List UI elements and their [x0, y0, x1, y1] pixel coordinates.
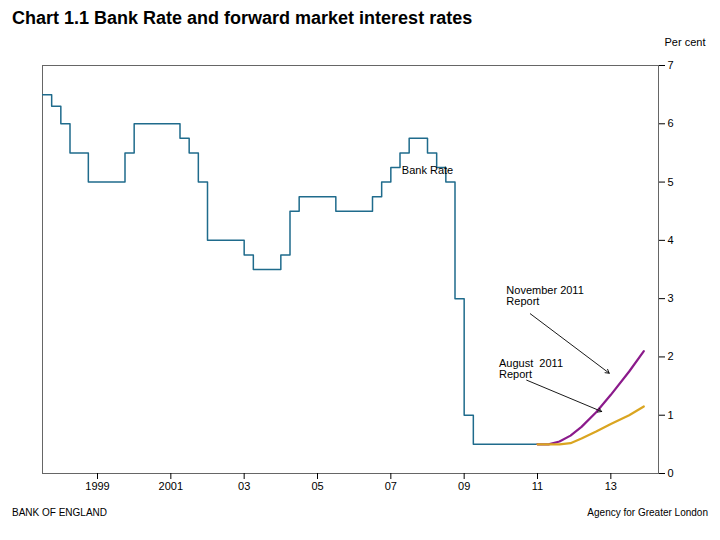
svg-text:11: 11 [532, 480, 543, 492]
svg-text:7: 7 [668, 59, 674, 71]
svg-text:4: 4 [668, 234, 674, 246]
svg-text:6: 6 [668, 117, 674, 129]
svg-text:2: 2 [668, 350, 674, 362]
svg-text:07: 07 [385, 480, 397, 492]
svg-text:2001: 2001 [159, 480, 183, 492]
svg-text:13: 13 [605, 480, 617, 492]
html-text:BANK OF ENGLAND: BANK OF ENGLAND [12, 507, 107, 518]
svg-text:August 2011Report: August 2011Report [499, 357, 563, 380]
html-text:Chart 1.1 Bank Rate and forwar: Chart 1.1 Bank Rate and forward market i… [12, 8, 473, 28]
svg-text:03: 03 [238, 480, 250, 492]
svg-text:05: 05 [311, 480, 323, 492]
svg-text:Bank Rate: Bank Rate [402, 164, 453, 176]
svg-text:5: 5 [668, 176, 674, 188]
svg-text:0: 0 [668, 467, 674, 479]
svg-text:Per cent: Per cent [665, 36, 706, 48]
svg-text:3: 3 [668, 292, 674, 304]
svg-text:1: 1 [668, 409, 674, 421]
html-text:Agency for Greater London: Agency for Greater London [587, 507, 708, 518]
svg-text:09: 09 [458, 480, 470, 492]
svg-text:November 2011Report: November 2011Report [506, 284, 583, 307]
svg-text:1999: 1999 [85, 480, 109, 492]
